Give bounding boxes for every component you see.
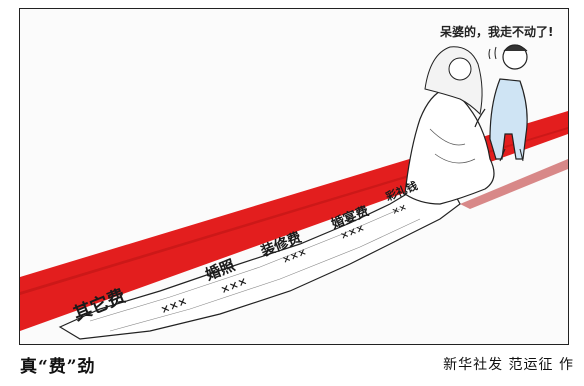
bride-dress — [404, 88, 495, 205]
cartoon-illustration — [20, 44, 568, 340]
bride-head — [448, 57, 472, 81]
speech-text: 呆婆的，我走不动了! — [440, 25, 554, 39]
cartoon-title: 真“费”劲 — [20, 357, 96, 377]
cartoon-credit: 新华社发 范运征 作 — [443, 357, 574, 373]
groom-body — [489, 78, 528, 160]
cartoon-frame: 其它费 婚照 装修费 婚宴费 彩礼钱 ××× ××× ××× ××× ×× 呆婆… — [19, 8, 569, 345]
